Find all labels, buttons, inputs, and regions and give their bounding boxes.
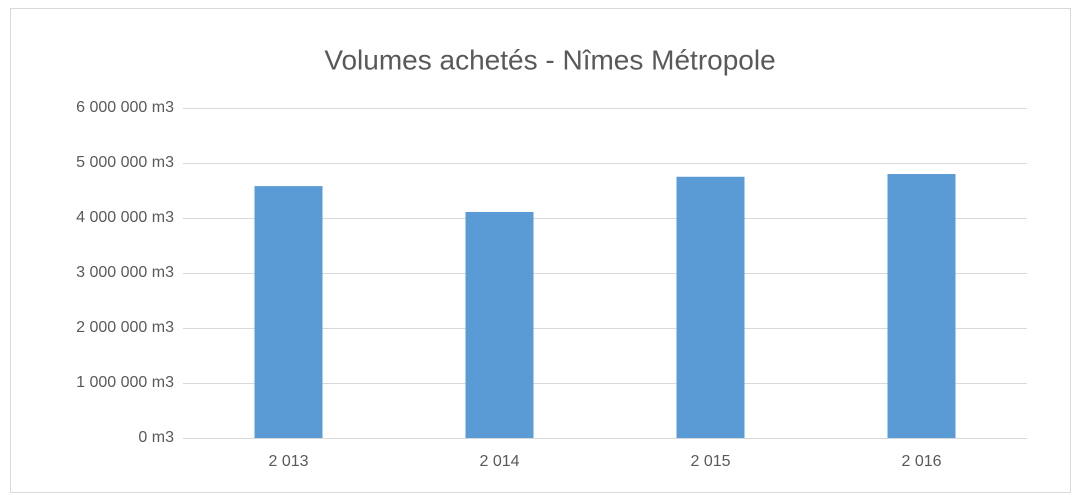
y-tick-label: 0 m3 [138, 429, 174, 446]
bar [887, 174, 956, 438]
x-tick-label: 2 013 [268, 453, 308, 470]
y-tick-label: 1 000 000 m3 [76, 374, 174, 391]
y-tick-label: 3 000 000 m3 [76, 264, 174, 281]
y-tick-label: 4 000 000 m3 [76, 209, 174, 226]
y-tick-label: 5 000 000 m3 [76, 154, 174, 171]
bar [465, 211, 534, 438]
y-tick-label: 6 000 000 m3 [76, 99, 174, 116]
x-tick-label: 2 014 [479, 453, 519, 470]
y-tick-label: 2 000 000 m3 [76, 319, 174, 336]
x-tick-label: 2 015 [690, 453, 730, 470]
chart-title: Volumes achetés - Nîmes Métropole [324, 44, 775, 75]
bar [254, 186, 323, 438]
bar [676, 176, 745, 438]
x-tick-label: 2 016 [901, 453, 941, 470]
